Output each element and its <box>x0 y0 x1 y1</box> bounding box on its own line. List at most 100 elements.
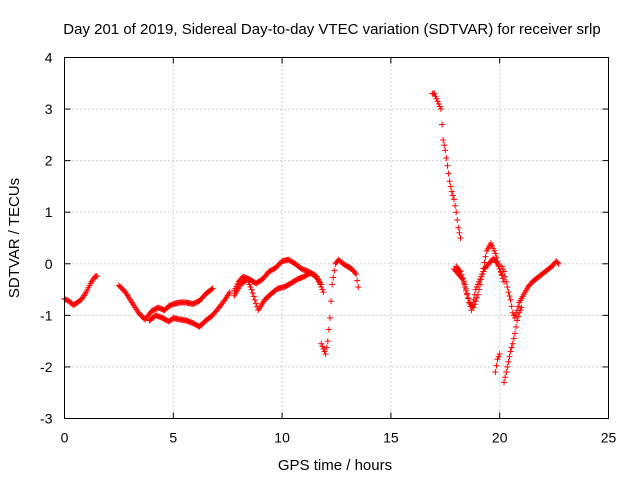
grid <box>64 57 609 419</box>
data-point <box>319 343 326 350</box>
data-point <box>354 277 361 284</box>
data-point <box>496 351 503 358</box>
data-point <box>447 183 454 190</box>
data-point <box>510 335 517 342</box>
data-point <box>331 267 338 274</box>
data-point <box>244 276 251 283</box>
data-point <box>209 285 216 292</box>
data-point <box>248 286 255 293</box>
data-point <box>320 289 327 296</box>
data-point <box>454 216 461 223</box>
data-point <box>329 281 336 288</box>
data-point <box>434 98 441 105</box>
data-point <box>493 254 500 261</box>
data-point <box>326 314 333 321</box>
data-point <box>509 340 516 347</box>
data-point <box>502 273 509 280</box>
data-point <box>245 278 252 285</box>
data-point <box>494 356 501 363</box>
data-point <box>444 162 451 169</box>
data-point <box>506 293 513 300</box>
data-point <box>321 348 328 355</box>
data-point <box>437 106 444 113</box>
data-point <box>451 196 458 203</box>
data-point <box>504 283 511 290</box>
axis-ticks <box>64 57 609 419</box>
data-marks <box>61 90 562 386</box>
data-point <box>456 229 463 236</box>
data-point <box>456 267 463 274</box>
data-point <box>503 278 510 285</box>
y-tick-label: -1 <box>40 307 53 323</box>
y-tick-label: 0 <box>45 256 53 272</box>
data-point <box>460 278 467 285</box>
data-point <box>499 265 506 272</box>
data-point <box>317 281 324 288</box>
data-point <box>498 263 505 270</box>
data-point <box>498 272 505 279</box>
data-point <box>505 358 512 365</box>
data-point <box>313 273 320 280</box>
data-point <box>431 90 438 97</box>
data-point <box>319 286 326 293</box>
data-point <box>509 309 516 316</box>
data-point <box>318 340 325 347</box>
data-point <box>501 379 508 386</box>
data-point <box>513 323 520 330</box>
data-point <box>328 298 335 305</box>
data-point <box>491 247 498 254</box>
data-point <box>474 291 481 298</box>
data-point <box>490 245 497 252</box>
x-tick-label: 10 <box>274 430 290 446</box>
data-point <box>511 314 518 321</box>
data-point <box>476 286 483 293</box>
data-point <box>495 262 502 269</box>
data-point <box>518 304 525 311</box>
data-point <box>482 253 489 260</box>
data-point <box>439 121 446 128</box>
data-point <box>455 224 462 231</box>
data-point <box>462 285 469 292</box>
data-point <box>479 271 486 278</box>
data-point <box>246 281 253 288</box>
data-point <box>208 286 215 293</box>
data-point <box>353 271 360 278</box>
data-point <box>508 344 515 351</box>
data-point <box>495 353 502 360</box>
data-point <box>487 240 494 247</box>
data-point <box>514 307 521 314</box>
data-point <box>493 362 500 369</box>
y-axis-label: SDTVAR / TECUs <box>6 178 23 298</box>
data-point <box>478 276 485 283</box>
data-point <box>453 209 460 216</box>
data-point <box>504 363 511 370</box>
data-point <box>433 95 440 102</box>
data-point <box>457 235 464 241</box>
data-point <box>471 301 478 308</box>
data-point <box>555 260 562 267</box>
data-point <box>477 281 484 288</box>
data-point <box>320 345 327 352</box>
data-point <box>448 188 455 195</box>
data-point <box>489 242 496 249</box>
data-point <box>322 351 329 358</box>
data-point <box>312 273 319 280</box>
data-point <box>501 268 508 275</box>
data-point <box>459 274 466 281</box>
chart-title: Day 201 of 2019, Sidereal Day-to-day VTE… <box>63 21 600 38</box>
tick-labels: 0 5 10 15 20 25 -3 -2 -1 0 1 2 3 4 <box>40 50 616 446</box>
data-point <box>481 259 488 266</box>
data-point <box>507 296 514 303</box>
data-point <box>250 293 257 300</box>
data-point <box>464 290 471 297</box>
data-point <box>473 294 480 301</box>
data-point <box>442 147 449 154</box>
data-point <box>445 170 452 177</box>
data-point <box>452 202 459 209</box>
data-point <box>315 276 322 283</box>
data-point <box>436 103 443 110</box>
data-point <box>472 298 479 305</box>
data-point <box>252 300 259 307</box>
data-point <box>251 296 258 303</box>
y-tick-label: 1 <box>45 204 53 220</box>
